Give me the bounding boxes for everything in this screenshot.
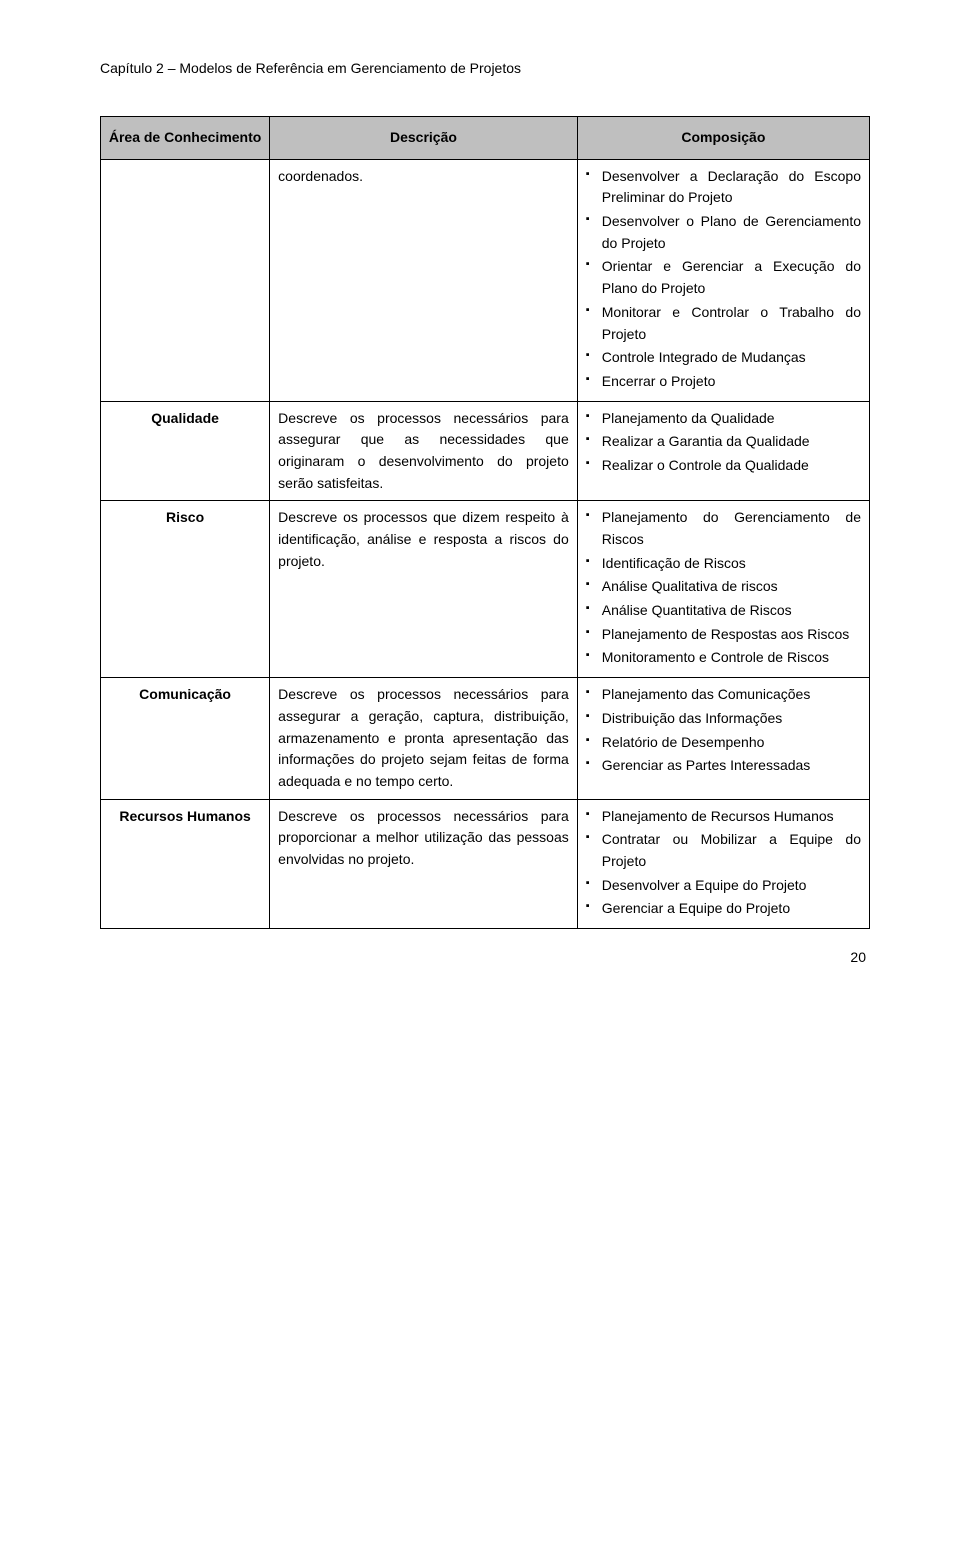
col-header-desc: Descrição bbox=[270, 117, 578, 160]
desc-cell: coordenados. bbox=[270, 159, 578, 401]
table-row: Recursos Humanos Descreve os processos n… bbox=[101, 799, 870, 928]
comp-item: Distribuição das Informações bbox=[586, 708, 861, 730]
comp-item: Desenvolver a Equipe do Projeto bbox=[586, 875, 861, 897]
comp-item: Análise Quantitativa de Riscos bbox=[586, 600, 861, 622]
comp-item: Planejamento de Recursos Humanos bbox=[586, 806, 861, 828]
table-row: Comunicação Descreve os processos necess… bbox=[101, 678, 870, 799]
area-cell: Risco bbox=[101, 501, 270, 678]
comp-item: Contratar ou Mobilizar a Equipe do Proje… bbox=[586, 829, 861, 872]
col-header-comp: Composição bbox=[577, 117, 869, 160]
comp-item: Desenvolver o Plano de Gerenciamento do … bbox=[586, 211, 861, 254]
comp-list: Planejamento da Qualidade Realizar a Gar… bbox=[586, 408, 861, 477]
comp-cell: Planejamento das Comunicações Distribuiç… bbox=[577, 678, 869, 799]
comp-item: Planejamento do Gerenciamento de Riscos bbox=[586, 507, 861, 550]
comp-item: Realizar a Garantia da Qualidade bbox=[586, 431, 861, 453]
desc-cell: Descreve os processos necessários para a… bbox=[270, 401, 578, 501]
comp-cell: Planejamento de Recursos Humanos Contrat… bbox=[577, 799, 869, 928]
table-row: coordenados. Desenvolver a Declaração do… bbox=[101, 159, 870, 401]
comp-cell: Planejamento do Gerenciamento de Riscos … bbox=[577, 501, 869, 678]
content-table: Área de Conhecimento Descrição Composiçã… bbox=[100, 116, 870, 929]
comp-list: Planejamento do Gerenciamento de Riscos … bbox=[586, 507, 861, 669]
desc-cell: Descreve os processos necessários para p… bbox=[270, 799, 578, 928]
area-cell: Qualidade bbox=[101, 401, 270, 501]
comp-item: Controle Integrado de Mudanças bbox=[586, 347, 861, 369]
comp-list: Planejamento das Comunicações Distribuiç… bbox=[586, 684, 861, 777]
comp-item: Monitoramento e Controle de Riscos bbox=[586, 647, 861, 669]
comp-item: Realizar o Controle da Qualidade bbox=[586, 455, 861, 477]
comp-item: Planejamento de Respostas aos Riscos bbox=[586, 624, 861, 646]
comp-item: Relatório de Desempenho bbox=[586, 732, 861, 754]
comp-item: Desenvolver a Declaração do Escopo Preli… bbox=[586, 166, 861, 209]
comp-item: Planejamento da Qualidade bbox=[586, 408, 861, 430]
table-row: Risco Descreve os processos que dizem re… bbox=[101, 501, 870, 678]
comp-item: Gerenciar a Equipe do Projeto bbox=[586, 898, 861, 920]
comp-item: Encerrar o Projeto bbox=[586, 371, 861, 393]
comp-item: Gerenciar as Partes Interessadas bbox=[586, 755, 861, 777]
comp-item: Análise Qualitativa de riscos bbox=[586, 576, 861, 598]
comp-cell: Desenvolver a Declaração do Escopo Preli… bbox=[577, 159, 869, 401]
comp-list: Desenvolver a Declaração do Escopo Preli… bbox=[586, 166, 861, 393]
table-row: Qualidade Descreve os processos necessár… bbox=[101, 401, 870, 501]
area-cell: Comunicação bbox=[101, 678, 270, 799]
comp-item: Identificação de Riscos bbox=[586, 553, 861, 575]
comp-item: Orientar e Gerenciar a Execução do Plano… bbox=[586, 256, 861, 299]
page-number: 20 bbox=[100, 949, 870, 965]
col-header-area: Área de Conhecimento bbox=[101, 117, 270, 160]
area-cell: Recursos Humanos bbox=[101, 799, 270, 928]
chapter-header: Capítulo 2 – Modelos de Referência em Ge… bbox=[100, 60, 870, 76]
comp-item: Planejamento das Comunicações bbox=[586, 684, 861, 706]
table-header-row: Área de Conhecimento Descrição Composiçã… bbox=[101, 117, 870, 160]
comp-item: Monitorar e Controlar o Trabalho do Proj… bbox=[586, 302, 861, 345]
area-cell bbox=[101, 159, 270, 401]
comp-cell: Planejamento da Qualidade Realizar a Gar… bbox=[577, 401, 869, 501]
page: Capítulo 2 – Modelos de Referência em Ge… bbox=[0, 0, 960, 1005]
desc-cell: Descreve os processos necessários para a… bbox=[270, 678, 578, 799]
desc-cell: Descreve os processos que dizem respeito… bbox=[270, 501, 578, 678]
comp-list: Planejamento de Recursos Humanos Contrat… bbox=[586, 806, 861, 920]
